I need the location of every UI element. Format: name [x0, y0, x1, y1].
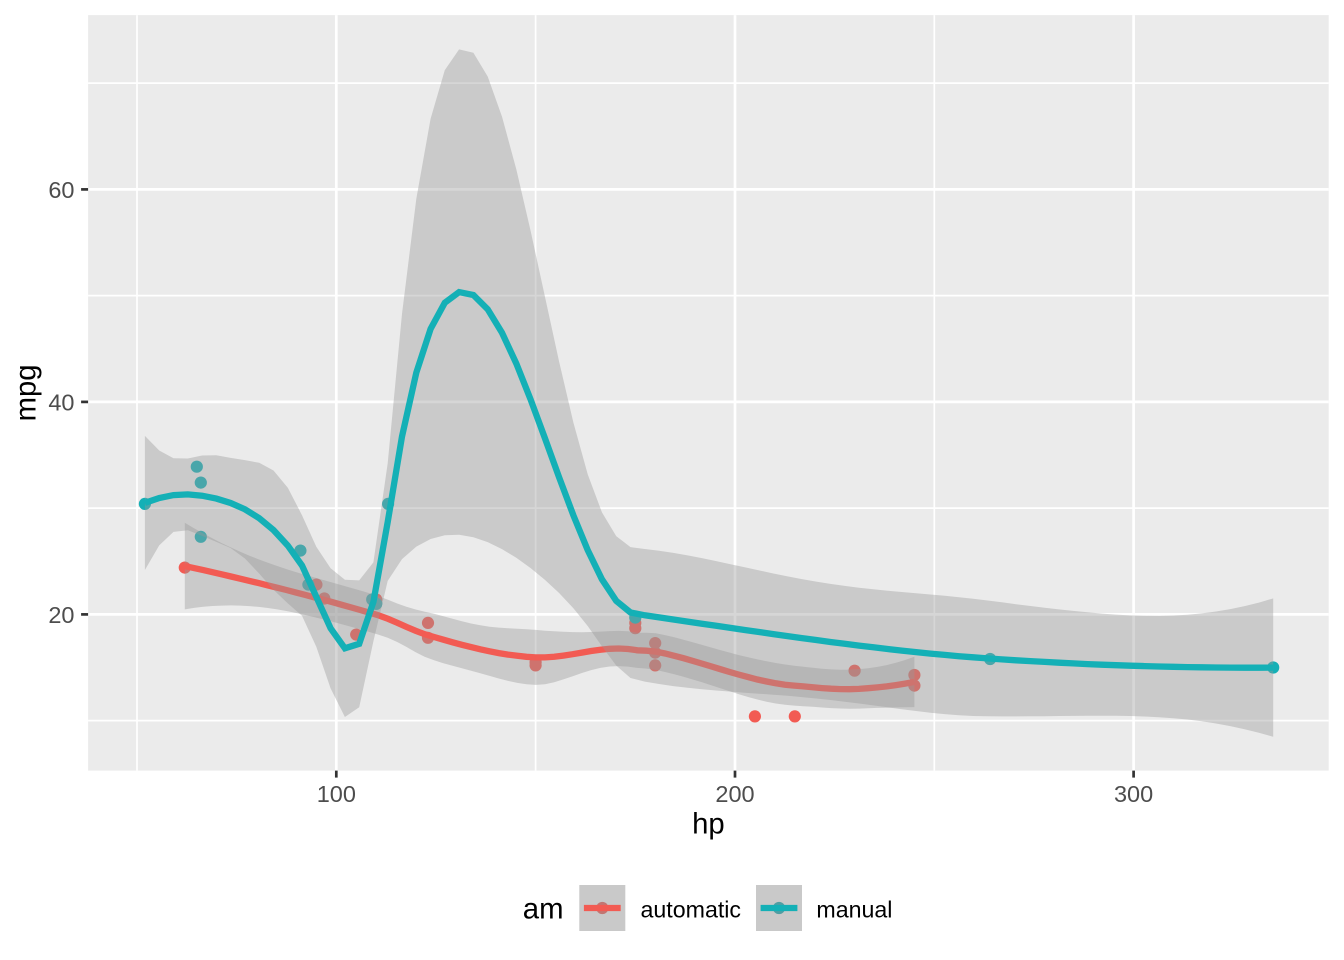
svg-text:40: 40 — [48, 389, 74, 415]
svg-text:automatic: automatic — [641, 897, 742, 923]
svg-text:manual: manual — [816, 897, 892, 923]
svg-text:300: 300 — [1114, 781, 1153, 807]
svg-text:hp: hp — [692, 808, 725, 841]
svg-text:20: 20 — [48, 602, 74, 628]
svg-text:am: am — [523, 893, 564, 926]
svg-text:100: 100 — [317, 781, 356, 807]
svg-text:60: 60 — [48, 177, 74, 203]
svg-text:mpg: mpg — [10, 364, 43, 421]
svg-text:200: 200 — [715, 781, 754, 807]
